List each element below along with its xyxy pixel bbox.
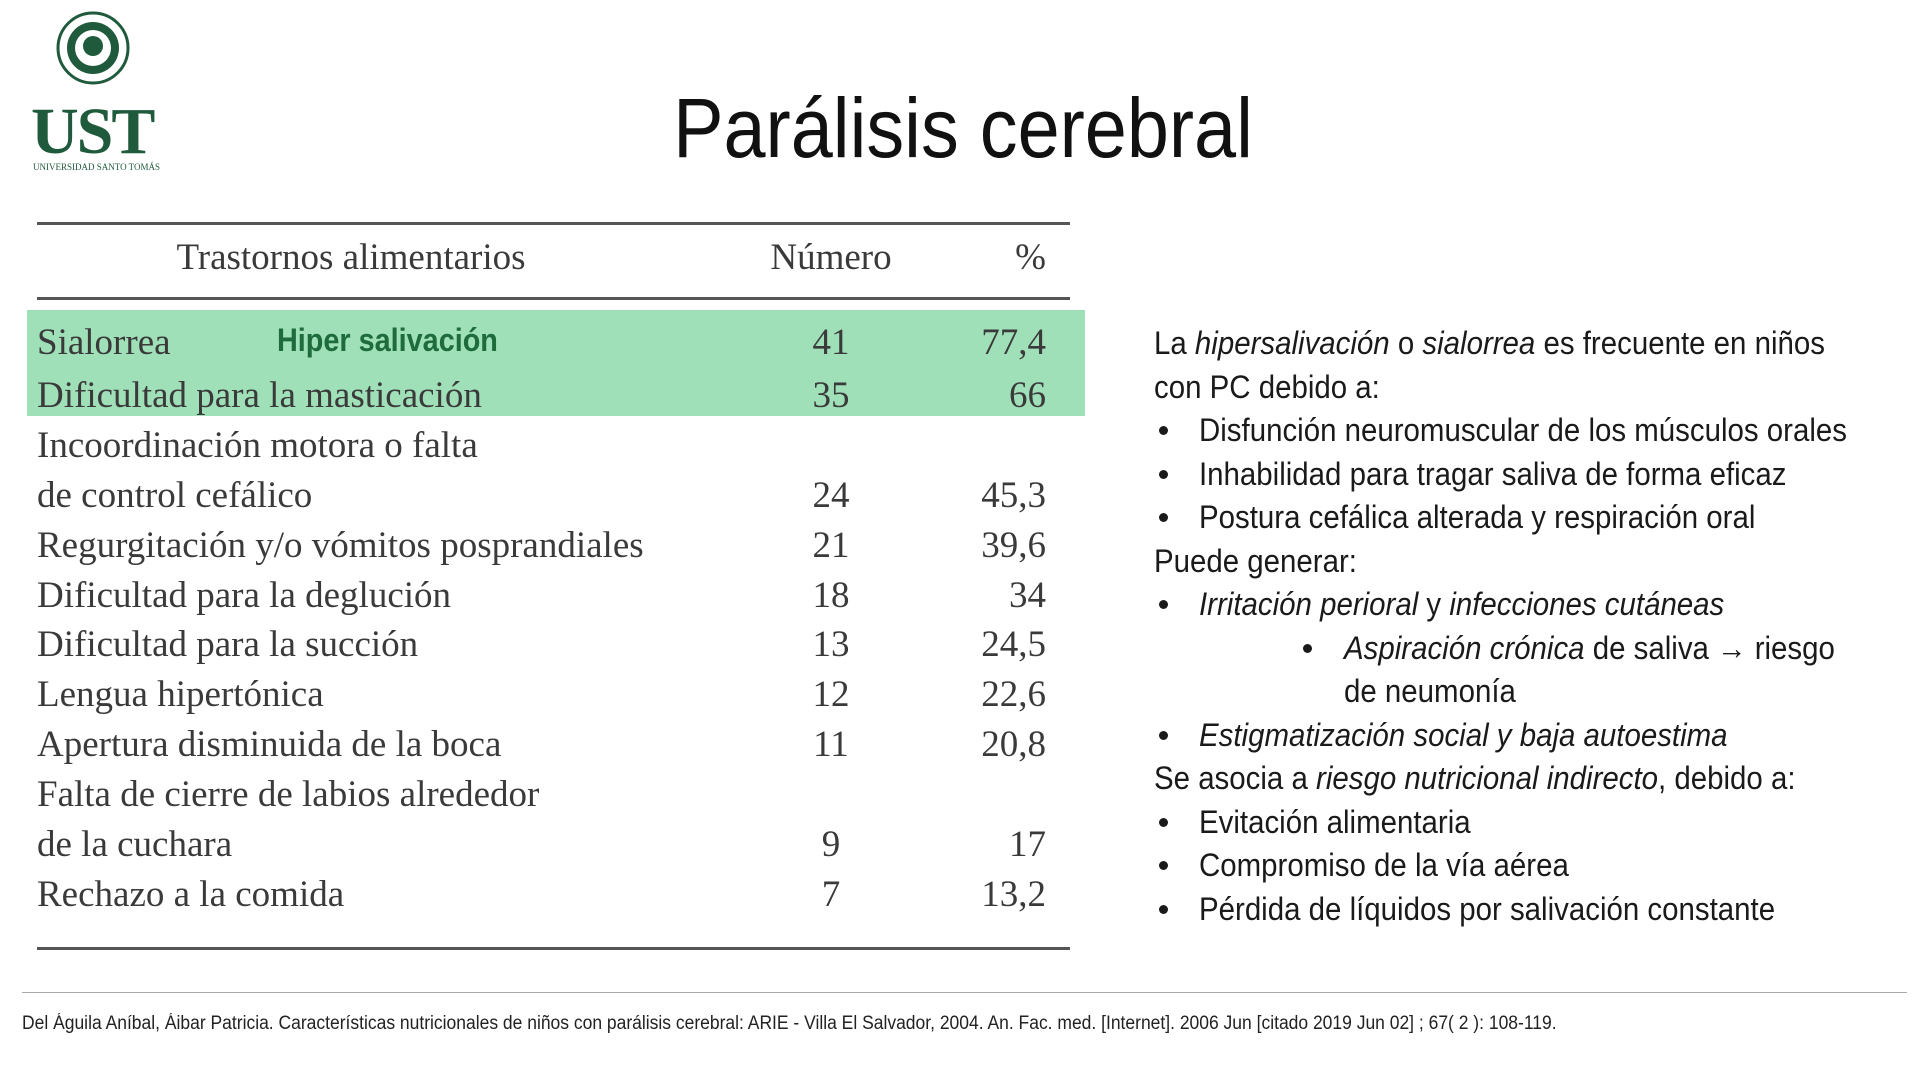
note-text: Se asocia a <box>1154 760 1317 796</box>
logo-emblem <box>56 11 130 85</box>
bullet <box>1303 643 1312 653</box>
note-text: Estigmatización social y baja autoestima <box>1199 716 1728 753</box>
note-text: Inhabilidad para tragar saliva de forma … <box>1199 455 1787 492</box>
row-label: Sialorrea <box>37 322 171 363</box>
note-text: y <box>1418 586 1450 622</box>
note-line: Pérdida de líquidos por salivación const… <box>1199 887 1775 931</box>
note-text: , debido a: <box>1658 760 1796 796</box>
note-text: Irritación perioral <box>1199 586 1419 622</box>
note-text: es frecuente en niños <box>1535 325 1825 361</box>
note-line: La hipersalivación o sialorrea es frecue… <box>1154 321 1825 365</box>
note-line: Postura cefálica alterada y respiración … <box>1199 495 1755 539</box>
note-line: de neumonía <box>1344 669 1516 713</box>
header-cell: Número <box>770 237 892 278</box>
row-percent: 77,4 <box>981 322 1046 363</box>
bullet <box>1159 469 1168 479</box>
row-percent: 13,2 <box>981 873 1046 915</box>
bullet <box>1159 513 1168 522</box>
logo-name: UST <box>31 95 155 168</box>
row-percent: 20,8 <box>981 724 1046 766</box>
bullet <box>1159 426 1168 435</box>
note-text: La <box>1154 325 1195 361</box>
bullet <box>1159 861 1168 870</box>
row-number: 35 <box>812 374 850 416</box>
row-number: 21 <box>812 524 850 566</box>
note-line: Disfunción neuromuscular de los músculos… <box>1199 408 1847 452</box>
row-number: 13 <box>812 624 850 666</box>
note-text: Postura cefálica alterada y respiración … <box>1199 499 1756 535</box>
row-number: 41 <box>812 322 850 363</box>
note-text: Compromiso de la vía aérea <box>1199 847 1569 883</box>
note-text: sialorrea <box>1422 325 1536 361</box>
row-label: Dificultad para la deglución <box>37 574 452 616</box>
note-line: Se asocia a riesgo nutricional indirecto… <box>1154 756 1796 800</box>
note-text: Disfunción neuromuscular de los músculos… <box>1199 412 1847 448</box>
bullet <box>1159 817 1168 827</box>
row-label: Rechazo a la comida <box>37 873 345 915</box>
note-text: Pérdida de líquidos por salivación const… <box>1199 890 1776 927</box>
row-percent: 34 <box>1009 574 1046 616</box>
row-number: 7 <box>821 873 841 915</box>
row-percent: 17 <box>1009 824 1046 865</box>
row-label: de la cuchara <box>37 824 233 865</box>
row-label: Falta de cierre de labios alrededor <box>37 774 540 816</box>
note-text: Aspiración crónica <box>1344 629 1585 666</box>
row-label: Apertura disminuida de la boca <box>37 724 502 766</box>
slide-title: Parálisis cerebral <box>673 81 1253 175</box>
note-text: riesgo nutricional indirecto <box>1316 760 1659 796</box>
bullet <box>1159 904 1168 914</box>
header-cell: Trastornos alimentarios <box>176 237 526 278</box>
row-number: 24 <box>812 474 850 516</box>
note-text: con PC debido a: <box>1154 368 1380 405</box>
note-line: Compromiso de la vía aérea <box>1199 843 1569 887</box>
row-label: Lengua hipertónica <box>37 674 324 716</box>
bullet <box>1159 600 1168 609</box>
note-text: de saliva → riesgo <box>1584 629 1835 666</box>
note-text: Evitación alimentaria <box>1199 803 1471 840</box>
note-text: o <box>1389 325 1423 361</box>
note-line: Puede generar: <box>1154 539 1357 583</box>
row-label: Dificultad para la succión <box>37 624 419 666</box>
note-line: Aspiración crónica de saliva → riesgo <box>1344 626 1835 670</box>
header-cell: % <box>1015 237 1046 278</box>
row-number: 9 <box>821 824 841 865</box>
note-text: infecciones cutáneas <box>1449 586 1725 622</box>
row-number: 12 <box>812 674 850 716</box>
row-percent: 45,3 <box>981 474 1046 516</box>
highlight <box>27 310 1085 416</box>
note-line: con PC debido a: <box>1154 365 1380 409</box>
footer-rule <box>22 992 1907 993</box>
row-percent: 22,6 <box>981 674 1046 716</box>
row-label: Dificultad para la masticación <box>37 374 482 416</box>
row-percent: 66 <box>1009 374 1046 416</box>
bullet <box>1159 730 1168 740</box>
row-label: de control cefálico <box>37 474 313 516</box>
note-text: hipersalivación <box>1194 325 1390 361</box>
table-rule <box>37 222 1070 225</box>
note-line: Irritación perioral y infecciones cutáne… <box>1199 582 1724 626</box>
table-rule <box>37 947 1070 950</box>
row-percent: 39,6 <box>981 524 1046 566</box>
note-line: Inhabilidad para tragar saliva de forma … <box>1199 452 1786 496</box>
row-label: Incoordinación motora o falta <box>37 424 478 466</box>
row-label: Regurgitación y/o vómitos posprandiales <box>37 524 644 566</box>
note-text: de neumonía <box>1344 673 1516 709</box>
table-rule <box>37 297 1070 300</box>
citation: Del Águila Aníbal, Áibar Patricia. Carac… <box>22 1013 1557 1034</box>
note-text: Puede generar: <box>1154 542 1357 579</box>
highlight-note: Hiper salivación <box>277 322 498 358</box>
row-number: 11 <box>813 724 849 766</box>
row-number: 18 <box>812 574 850 616</box>
row-percent: 24,5 <box>981 624 1046 666</box>
logo-subtitle: UNIVERSIDAD SANTO TOMÁS <box>33 162 161 172</box>
note-line: Evitación alimentaria <box>1199 800 1471 844</box>
note-line: Estigmatización social y baja autoestima <box>1199 713 1728 757</box>
